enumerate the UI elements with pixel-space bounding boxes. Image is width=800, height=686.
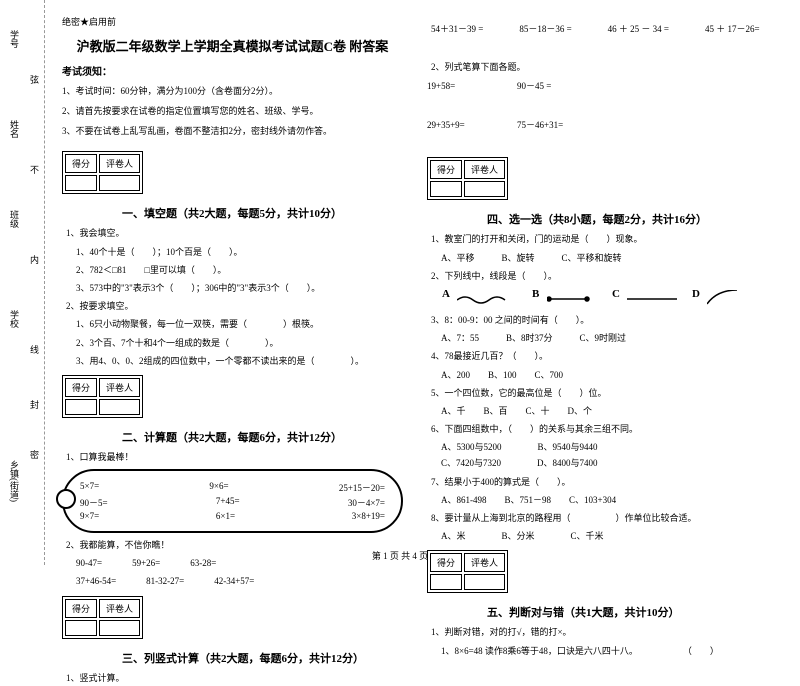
q-vert: 2、列式笔算下面各题。 — [431, 59, 768, 75]
section-1: 一、填空题（共2大题，每题5分，共计10分） — [122, 205, 403, 221]
sep: 不 — [28, 165, 41, 174]
rule: 2、请首先按要求在试卷的指定位置填写您的姓名、班级、学号。 — [62, 102, 403, 122]
score-box: 得分评卷人 — [427, 157, 508, 200]
sep: 弦 — [28, 75, 41, 84]
mc6-opts: A、5300与5200 B、9540与9440 C、7420与7320 D、84… — [441, 439, 768, 471]
mc8-opts: A、米 B、分米 C、千米 — [441, 528, 768, 544]
q2-3: 3、用4、0、0、2组成的四位数中，一个零都不读出来的是（ ）。 — [76, 353, 403, 369]
label-school: 学校 — [8, 310, 21, 328]
mc3-opts: A、7：55 B、8时37分 C、9时刚过 — [441, 330, 768, 346]
q2-1: 1、6只小动物聚餐，每一位一双筷，需要（ ）根筷。 — [76, 316, 403, 332]
q1-2: 2、782＜□81 □里可以填（ ）。 — [76, 262, 403, 278]
mc4-opts: A、200 B、100 C、700 — [441, 367, 768, 383]
section-4: 四、选一选（共8小题，每题2分，共计16分） — [487, 211, 768, 227]
page-footer: 第 1 页 共 4 页 — [0, 549, 800, 562]
label-town: 乡镇(街道) — [8, 460, 21, 502]
q1-stem: 1、我会填空。 — [66, 225, 403, 241]
mc7-opts: A、861-498 B、751－98 C、103+304 — [441, 492, 768, 508]
mc7: 7、结果小于400的算式是（ ）。 — [431, 474, 768, 490]
sep: 密 — [28, 450, 41, 459]
mc1: 1、教室门的打开和关闭，门的运动是（ ）现象。 — [431, 231, 768, 247]
q2-stem: 2、按要求填空。 — [66, 298, 403, 314]
exam-title: 沪教版二年级数学上学期全真模拟考试试题C卷 附答案 — [62, 36, 403, 55]
line-choices: A B C D — [427, 288, 768, 308]
mc5: 5、一个四位数，它的最高位是（ ）位。 — [431, 385, 768, 401]
sep: 封 — [28, 400, 41, 409]
calc-cloud: 5×7=9×6=25+15－20= 90－5=7+45=30－4×7= 9×7=… — [62, 469, 403, 533]
label-class: 班级 — [8, 210, 21, 228]
top-calc: 54＋31－39 = 85－18－36 = 46 ＋ 25 － 34 = 45 … — [431, 21, 768, 37]
label-name: 姓名 — [8, 120, 21, 138]
label-id: 学号 — [8, 30, 21, 48]
mc2: 2、下列线中，线段是（ ）。 — [431, 268, 768, 284]
rules-heading: 考试须知： — [62, 63, 403, 78]
rule: 3、不要在试卷上乱写乱画，卷面不整洁扣2分，密封线外请勿作答。 — [62, 122, 403, 142]
q5-stem: 1、竖式计算。 — [66, 670, 403, 686]
section-2: 二、计算题（共2大题，每题6分，共计12分） — [122, 429, 403, 445]
q1-3: 3、573中的"3"表示3个（ ）；306中的"3"表示3个（ ）。 — [76, 280, 403, 296]
q1-1: 1、40个十是（ ）；10个百是（ ）。 — [76, 244, 403, 260]
mc6: 6、下面四组数中，（ ）的关系与其余三组不同。 — [431, 421, 768, 437]
mc3: 3、8：00-9：00 之间的时间有（ ）。 — [431, 312, 768, 328]
secret-label: 绝密★启用前 — [62, 15, 403, 28]
section-3: 三、列竖式计算（共2大题，每题6分，共计12分） — [122, 650, 403, 666]
mc4: 4、78最接近几百？（ ）。 — [431, 348, 768, 364]
q2-2: 2、3个百、7个十和4个一组成的数是（ ）。 — [76, 335, 403, 351]
q3-stem: 1、口算我最棒！ — [66, 449, 403, 465]
rule: 1、考试时间：60分钟，满分为100分（含卷面分2分）。 — [62, 82, 403, 102]
sep: 线 — [28, 345, 41, 354]
score-box: 得分评卷人 — [62, 151, 143, 194]
section-5: 五、判断对与错（共1大题，共计10分） — [487, 604, 768, 620]
sep: 内 — [28, 255, 41, 264]
score-box: 得分评卷人 — [62, 596, 143, 639]
score-box: 得分评卷人 — [62, 375, 143, 418]
mc8: 8、要计量从上海到北京的路程用（ ）作单位比较合适。 — [431, 510, 768, 526]
judge-stem: 1、判断对错，对的打√，错的打×。 — [431, 624, 768, 640]
mc1-opts: A、平移 B、旋转 C、平移和旋转 — [441, 250, 768, 266]
judge-1: 1、8×6=48 读作8乘6等于48，口诀是六八四十八。 （ ） — [441, 643, 768, 659]
mc5-opts: A、千 B、百 C、十 D、个 — [441, 403, 768, 419]
